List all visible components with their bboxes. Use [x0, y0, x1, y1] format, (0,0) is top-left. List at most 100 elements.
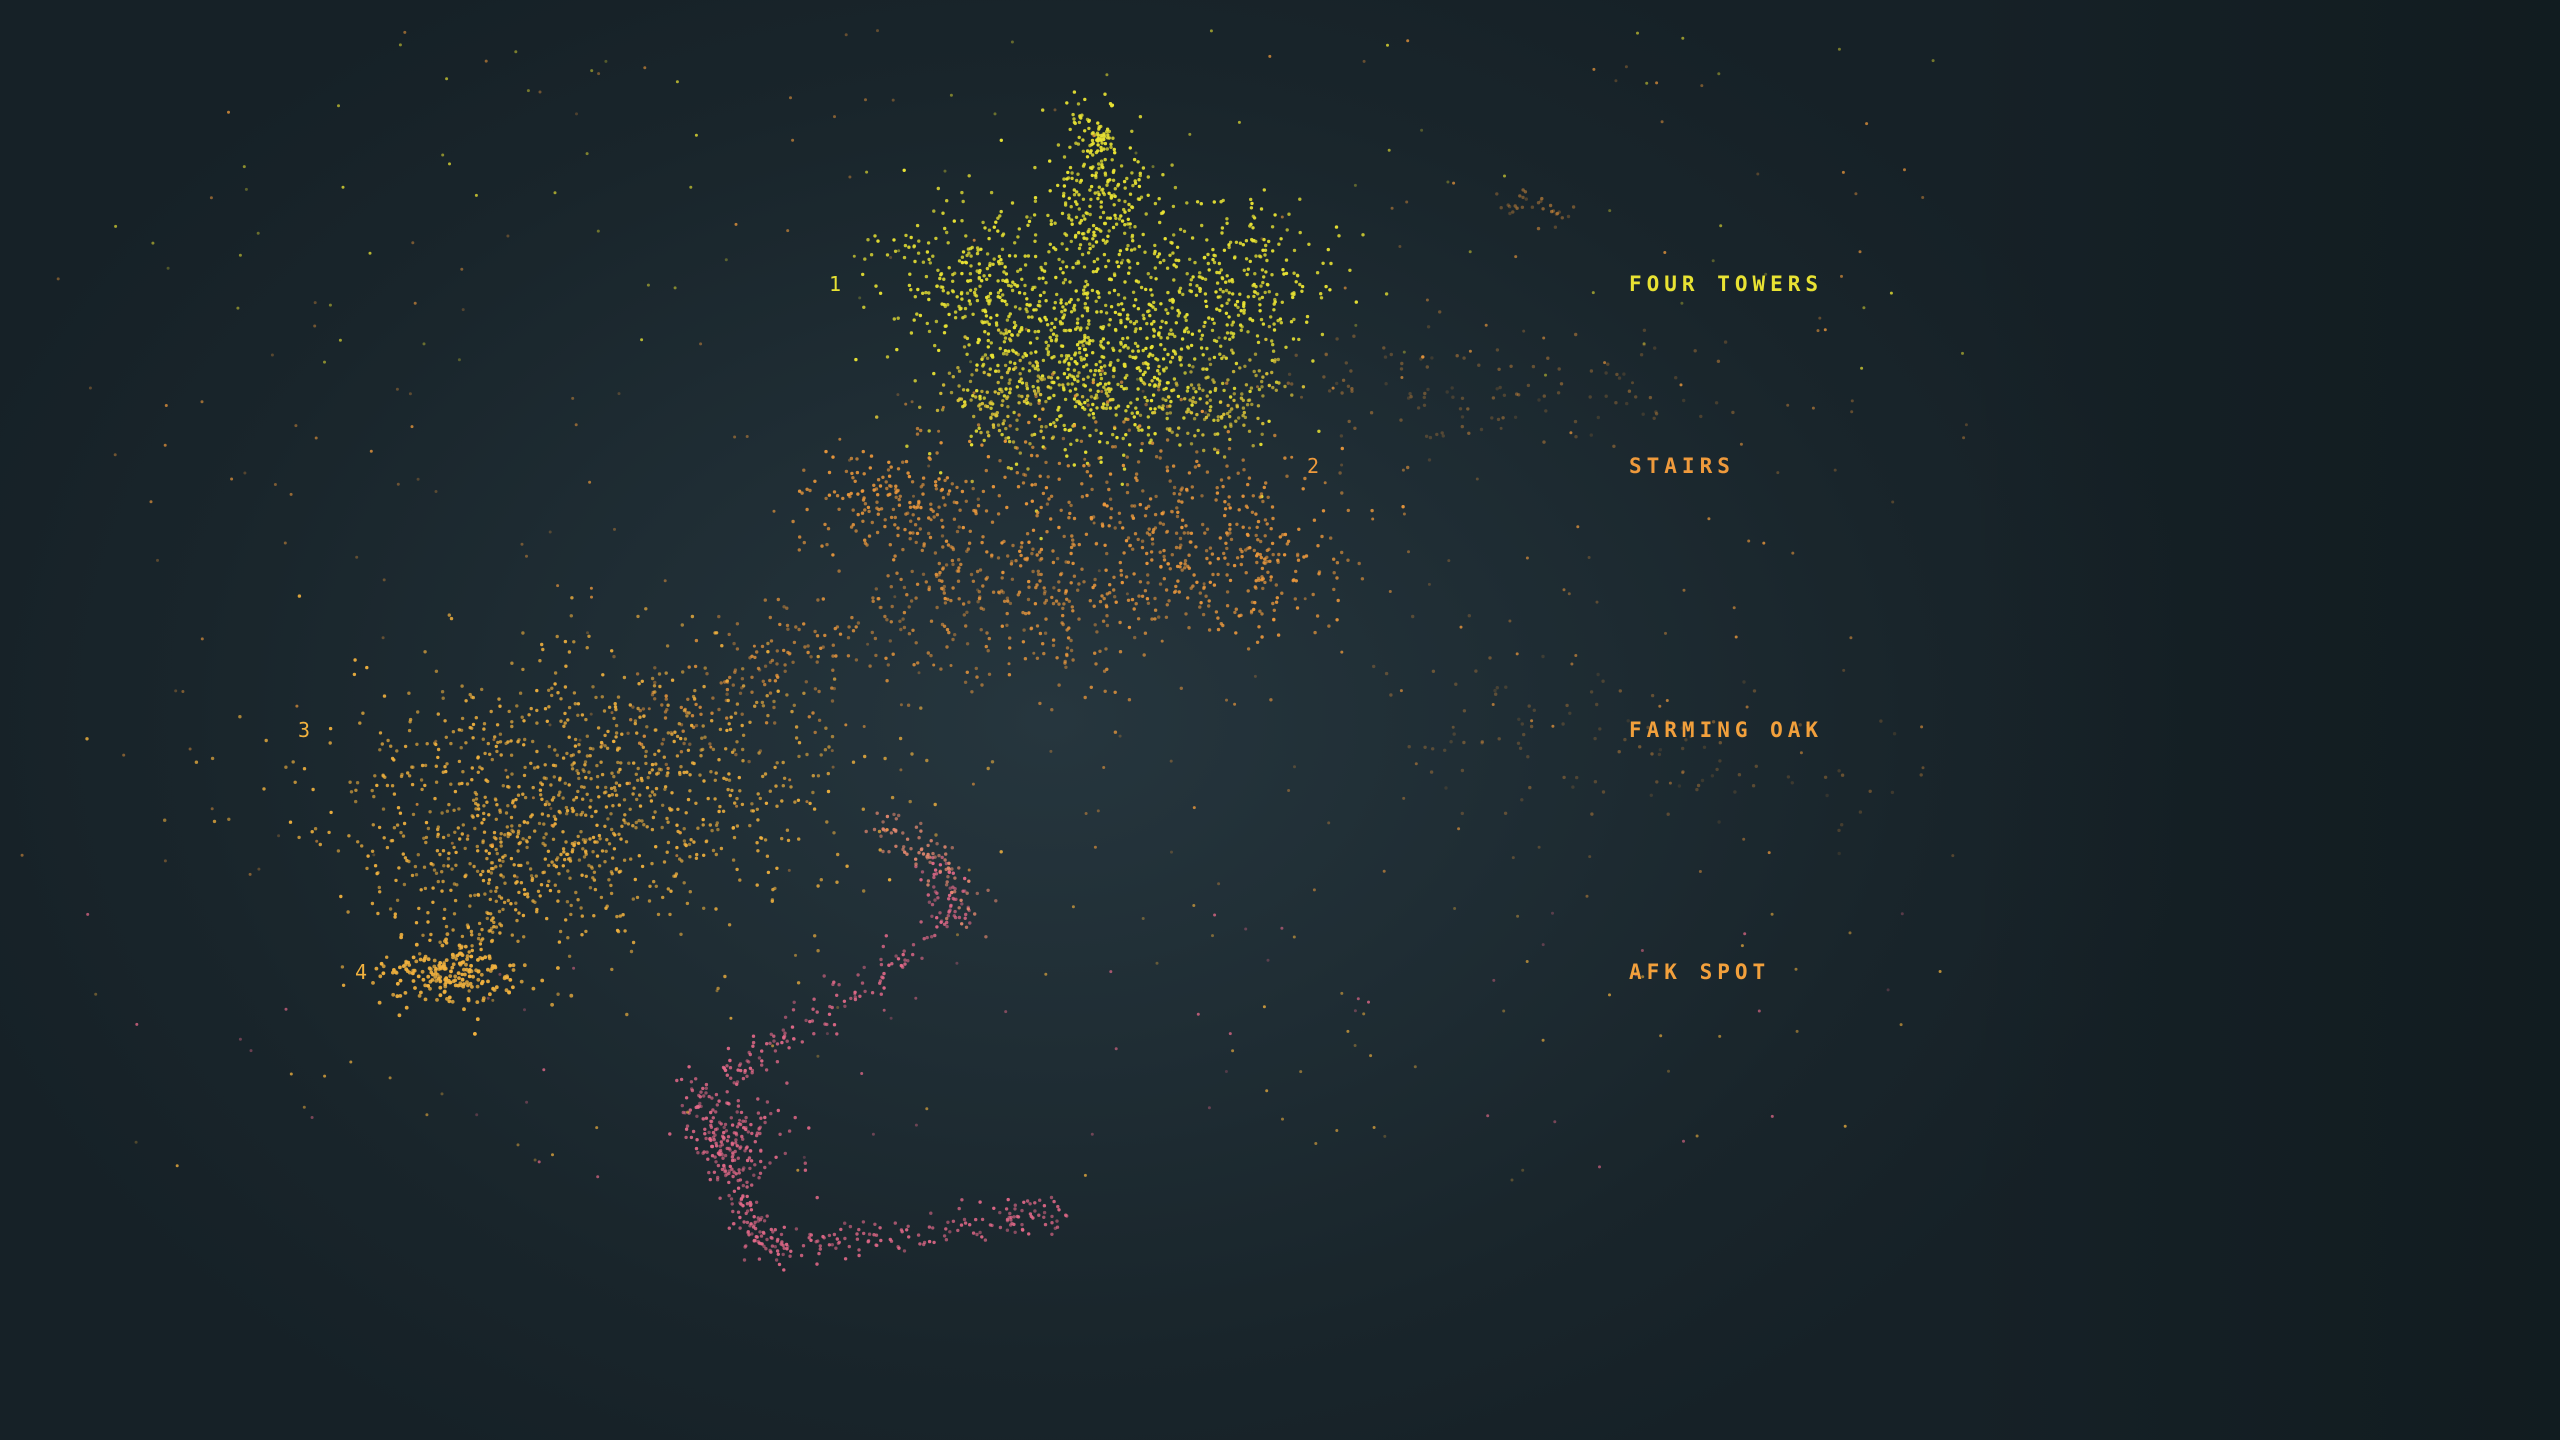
map-point: [729, 1076, 733, 1080]
map-point: [631, 792, 635, 796]
map-point: [1098, 343, 1103, 347]
map-point: [718, 727, 723, 732]
map-point: [510, 933, 514, 937]
map-point: [1063, 397, 1068, 402]
map-point: [753, 655, 757, 660]
map-point: [898, 619, 902, 623]
map-point: [1165, 603, 1170, 607]
map-point: [1200, 494, 1204, 498]
map-point: [899, 1228, 904, 1232]
map-point: [1133, 635, 1137, 640]
map-point: [1260, 575, 1264, 579]
map-point: [472, 864, 476, 869]
map-point: [1133, 247, 1137, 251]
map-point: [919, 428, 923, 433]
map-point: [426, 974, 431, 979]
map-point: [937, 477, 941, 481]
map-point: [1027, 303, 1032, 308]
map-point: [1188, 257, 1192, 261]
map-point: [1283, 532, 1288, 537]
map-point: [754, 1200, 759, 1205]
map-point: [519, 979, 524, 984]
map-point: [823, 748, 828, 752]
map-point: [1091, 351, 1095, 355]
map-point: [1258, 552, 1263, 557]
map-point: [872, 483, 876, 487]
map-point: [730, 1123, 735, 1127]
map-point: [694, 856, 699, 860]
map-point: [1126, 317, 1130, 321]
map-point: [561, 756, 566, 760]
map-point: [914, 540, 918, 545]
map-point: [813, 687, 818, 691]
map-point: [982, 274, 986, 278]
map-point: [961, 316, 965, 320]
map-point: [498, 931, 502, 935]
map-point: [1153, 608, 1158, 612]
map-point: [1291, 295, 1295, 300]
map-point: [629, 718, 633, 722]
map-point: [759, 1116, 763, 1120]
map-point: [730, 750, 735, 754]
map-point: [793, 1115, 797, 1120]
map-point: [914, 641, 918, 645]
map-point: [770, 658, 775, 663]
map-point: [764, 1247, 768, 1251]
map-point: [1024, 381, 1029, 386]
map-point: [402, 821, 407, 826]
map-point: [1065, 247, 1069, 251]
map-point: [1335, 561, 1340, 565]
map-point: [1130, 129, 1134, 133]
map-point: [1162, 577, 1167, 581]
map-point: [1235, 403, 1239, 407]
map-point: [436, 879, 440, 884]
map-point: [417, 906, 421, 911]
map-point: [494, 985, 499, 990]
map-point: [521, 913, 526, 918]
map-point: [1136, 307, 1141, 311]
map-point: [1199, 346, 1204, 350]
map-point: [944, 1238, 949, 1242]
map-point: [1101, 238, 1106, 242]
map-point: [1065, 357, 1069, 361]
map-point: [725, 716, 729, 720]
map-point: [553, 748, 557, 752]
map-point: [961, 388, 966, 392]
map-point: [896, 467, 901, 471]
map-point: [873, 636, 878, 641]
map-point: [721, 1156, 725, 1160]
map-point: [592, 870, 597, 874]
map-point: [1300, 289, 1304, 293]
map-point: [611, 831, 616, 836]
map-point: [403, 856, 408, 860]
map-point: [1096, 291, 1101, 295]
map-point: [1112, 425, 1117, 429]
map-point: [514, 881, 518, 885]
map-point: [1049, 517, 1053, 521]
map-point: [968, 272, 973, 276]
map-point: [694, 638, 699, 643]
map-point: [1153, 526, 1158, 530]
map-point: [665, 708, 669, 712]
map-point: [755, 650, 759, 654]
map-point: [403, 744, 408, 749]
map-point: [893, 1221, 897, 1225]
map-point: [1077, 617, 1081, 621]
map-point: [1178, 565, 1182, 569]
map-point: [955, 485, 959, 490]
map-point: [460, 781, 464, 786]
map-point: [1098, 599, 1103, 604]
map-point: [846, 636, 851, 640]
map-point: [1034, 585, 1038, 590]
map-point: [1087, 118, 1092, 123]
map-point: [543, 707, 548, 711]
map-point: [739, 1197, 743, 1202]
map-point: [1151, 305, 1155, 309]
map-point: [1073, 235, 1078, 239]
map-point: [613, 705, 618, 709]
map-point: [746, 1231, 750, 1235]
map-point: [750, 675, 754, 679]
map-point: [1013, 1207, 1017, 1211]
map-point: [670, 791, 674, 795]
map-point: [1006, 599, 1010, 603]
